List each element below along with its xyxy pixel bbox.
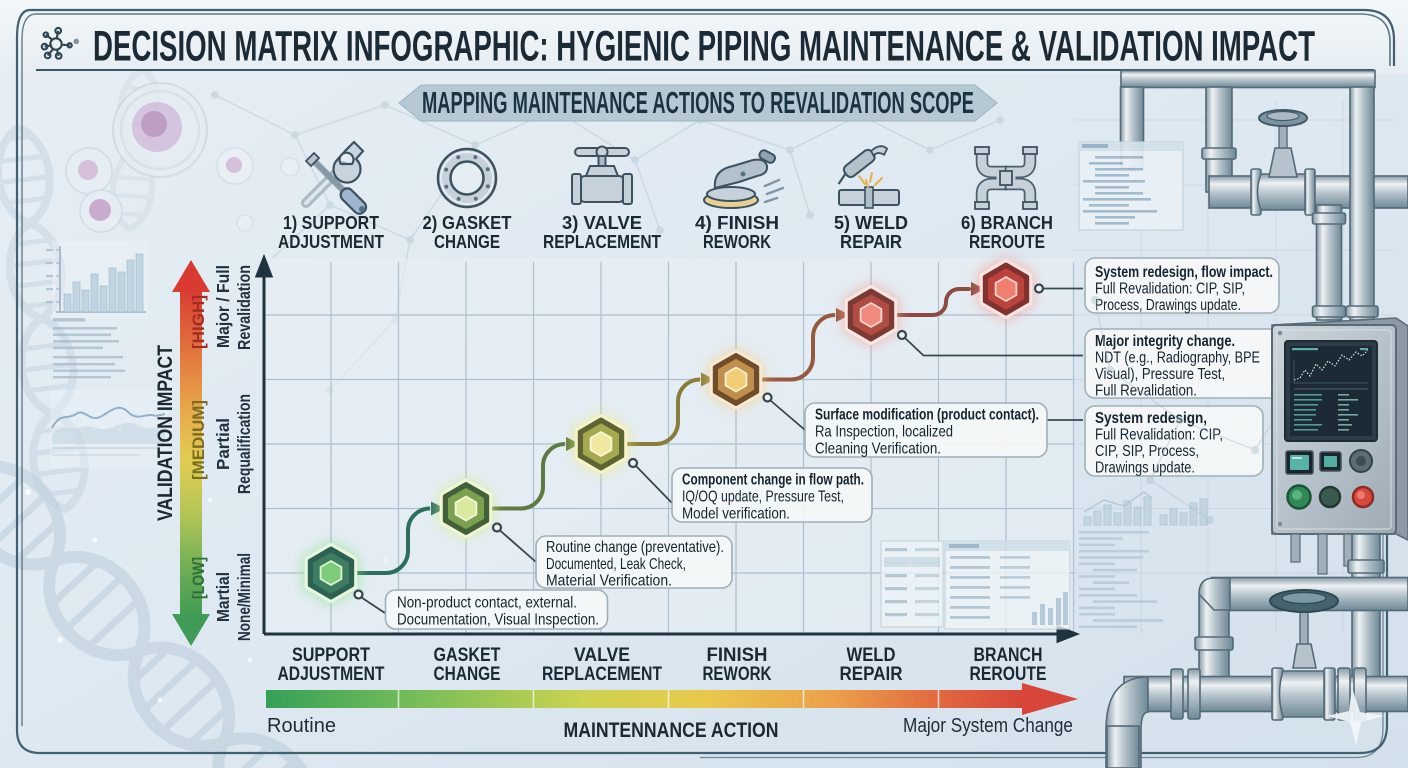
svg-text:CIP, SIP, Process,: CIP, SIP, Process, xyxy=(1095,443,1199,460)
svg-text:Requalification: Requalification xyxy=(234,394,254,494)
svg-text:5) WELD: 5) WELD xyxy=(834,212,908,233)
svg-text:MAPPING MAINTENANCE ACTIONS TO: MAPPING MAINTENANCE ACTIONS TO REVALIDAT… xyxy=(422,85,974,120)
svg-text:REWORK: REWORK xyxy=(703,664,772,685)
svg-text:CHANGE: CHANGE xyxy=(434,231,500,252)
svg-text:REPAIR: REPAIR xyxy=(840,231,902,252)
svg-text:REROUTE: REROUTE xyxy=(969,231,1045,252)
svg-text:Routine change (preventative).: Routine change (preventative). xyxy=(546,539,724,556)
svg-text:4) FINISH: 4) FINISH xyxy=(695,212,779,233)
svg-text:Major / Full: Major / Full xyxy=(213,265,233,348)
svg-text:[MEDIUM]: [MEDIUM] xyxy=(189,400,208,480)
svg-text:Component change in flow path.: Component change in flow path. xyxy=(682,472,864,489)
svg-text:Full Revalidation.: Full Revalidation. xyxy=(1095,383,1197,400)
svg-text:Material Verification.: Material Verification. xyxy=(546,573,672,590)
svg-text:NDT (e.g., Radiography, BPE: NDT (e.g., Radiography, BPE xyxy=(1095,350,1260,367)
svg-text:Documented, Leak Check,: Documented, Leak Check, xyxy=(546,556,686,573)
svg-text:REWORK: REWORK xyxy=(703,231,772,252)
svg-text:REPLACEMENT: REPLACEMENT xyxy=(543,231,662,252)
svg-text:Model verification.: Model verification. xyxy=(682,506,790,523)
svg-text:6) BRANCH: 6) BRANCH xyxy=(961,212,1053,233)
svg-text:3) VALVE: 3) VALVE xyxy=(562,212,642,233)
svg-text:Major integrity change.: Major integrity change. xyxy=(1095,333,1235,350)
svg-text:REPAIR: REPAIR xyxy=(840,664,903,685)
svg-text:Visual), Pressure Test,: Visual), Pressure Test, xyxy=(1095,366,1225,383)
svg-text:None/Minimal: None/Minimal xyxy=(234,553,254,641)
svg-text:Cleaning Verification.: Cleaning Verification. xyxy=(815,441,941,458)
svg-text:Surface modification (product: Surface modification (product contact). xyxy=(815,407,1039,424)
svg-text:ADJUSTMENT: ADJUSTMENT xyxy=(278,231,385,252)
svg-text:Full Revalidation: CIP, SIP,: Full Revalidation: CIP, SIP, xyxy=(1095,281,1245,298)
svg-text:IQ/OQ update, Pressure Test,: IQ/OQ update, Pressure Test, xyxy=(682,489,844,506)
svg-text:BRANCH: BRANCH xyxy=(974,645,1043,666)
svg-text:DECISION MATRIX INFOGRAPHIC: H: DECISION MATRIX INFOGRAPHIC: HYGIENIC PI… xyxy=(93,23,1315,71)
svg-text:Process, Drawings update.: Process, Drawings update. xyxy=(1095,297,1241,314)
svg-text:Routine: Routine xyxy=(267,715,336,737)
svg-text:[HIGH]: [HIGH] xyxy=(189,295,208,349)
svg-text:CHANGE: CHANGE xyxy=(434,664,501,685)
svg-text:Major System Change: Major System Change xyxy=(903,715,1073,737)
svg-text:SUPPORT: SUPPORT xyxy=(292,645,370,666)
svg-text:Documentation, Visual Inspecti: Documentation, Visual Inspection. xyxy=(397,612,599,629)
svg-text:Revalidation: Revalidation xyxy=(234,265,254,350)
svg-text:ADJUSTMENT: ADJUSTMENT xyxy=(278,664,385,685)
svg-text:MAINTENNANCE ACTION: MAINTENNANCE ACTION xyxy=(564,719,779,742)
svg-text:[LOW]: [LOW] xyxy=(189,557,208,599)
svg-text:GASKET: GASKET xyxy=(434,645,501,666)
svg-text:Ra Inspection, localized: Ra Inspection, localized xyxy=(815,424,953,441)
svg-text:VALVE: VALVE xyxy=(574,645,630,666)
svg-text:Partial: Partial xyxy=(213,418,233,470)
svg-text:REROUTE: REROUTE xyxy=(970,664,1047,685)
svg-text:System redesign, flow impact.: System redesign, flow impact. xyxy=(1095,264,1273,281)
svg-text:Drawings update.: Drawings update. xyxy=(1095,460,1195,477)
svg-text:Full Revalidation: CIP,: Full Revalidation: CIP, xyxy=(1095,427,1223,444)
svg-text:2) GASKET: 2) GASKET xyxy=(423,212,513,233)
svg-text:VALIDATION IMPACT: VALIDATION IMPACT xyxy=(154,345,177,521)
svg-text:REPLACEMENT: REPLACEMENT xyxy=(542,664,662,685)
svg-text:Non-product contact, external.: Non-product contact, external. xyxy=(397,595,577,612)
svg-text:1) SUPPORT: 1) SUPPORT xyxy=(283,212,380,233)
svg-text:Martial: Martial xyxy=(213,572,233,622)
svg-text:FINISH: FINISH xyxy=(707,645,768,666)
svg-text:WELD: WELD xyxy=(847,645,896,666)
svg-text:System redesign,: System redesign, xyxy=(1095,410,1207,427)
